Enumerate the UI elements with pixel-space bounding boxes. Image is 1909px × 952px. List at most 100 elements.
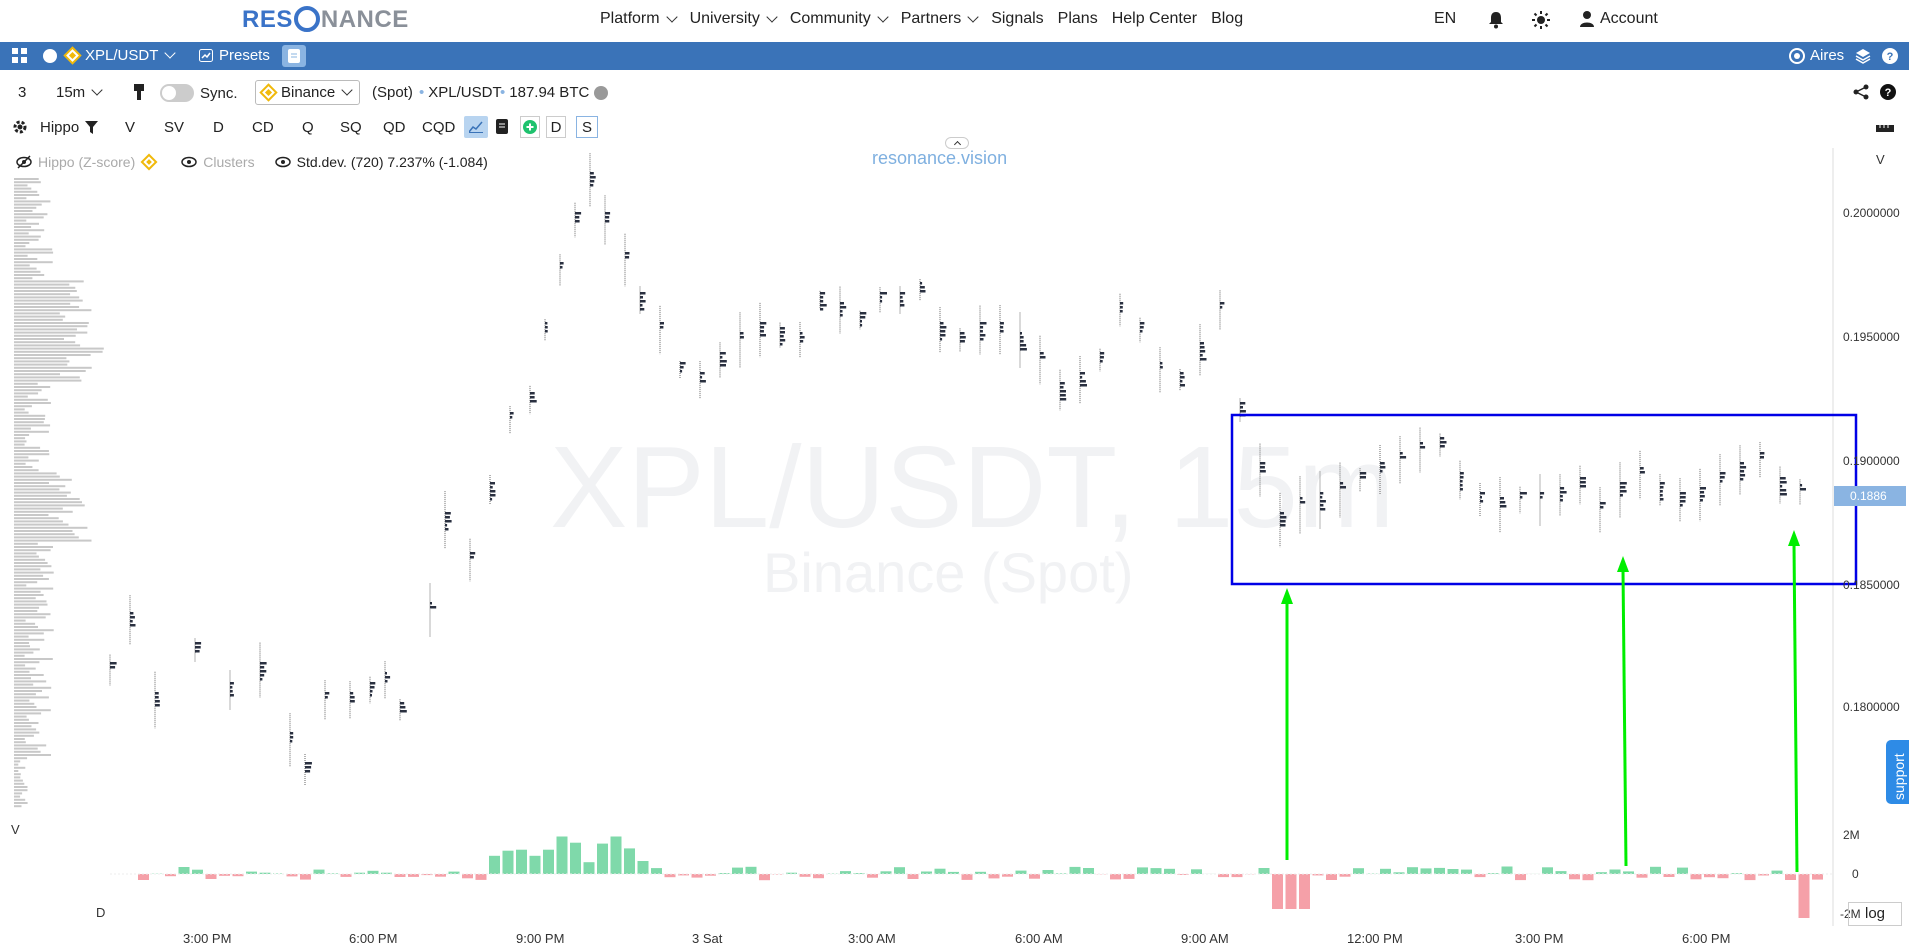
indicator-cqd[interactable]: CQD <box>422 119 456 136</box>
profile-bar <box>14 734 34 737</box>
log-scale-button[interactable]: log <box>1848 902 1902 926</box>
cluster-mark <box>760 322 767 325</box>
nav-plans[interactable]: Plans <box>1057 10 1098 27</box>
profile-bar <box>14 392 39 395</box>
indicator-sv[interactable]: SV <box>164 119 185 136</box>
cluster-mark <box>840 310 843 313</box>
help-icon[interactable]: ? <box>1882 48 1898 64</box>
profile-bar <box>14 664 26 667</box>
cluster-mark <box>1640 471 1645 474</box>
profile-bar <box>14 421 44 424</box>
legend-clusters[interactable]: Clusters <box>181 154 255 170</box>
cluster-mark <box>860 324 863 327</box>
indicator-qd[interactable]: QD <box>383 119 406 136</box>
status-dot-icon <box>42 48 58 64</box>
profile-bar <box>14 248 53 251</box>
presets-button[interactable]: Presets <box>199 47 270 64</box>
s-button[interactable]: S <box>576 116 598 138</box>
delta-bar <box>705 874 716 876</box>
cluster-mark <box>1240 410 1246 413</box>
sync-toggle[interactable]: Sync. <box>160 84 238 102</box>
delta-bar <box>1704 874 1715 878</box>
profile-bar <box>14 219 27 222</box>
nav-platform[interactable]: Platform <box>600 10 678 28</box>
help-icon[interactable]: ? <box>1880 84 1896 100</box>
time-tick: 3:00 PM <box>183 931 232 946</box>
account-menu[interactable]: Account <box>1580 10 1658 28</box>
add-indicator-button[interactable] <box>520 116 540 138</box>
user-profile[interactable]: Aires <box>1789 47 1844 64</box>
indicator-q[interactable]: Q <box>302 119 314 136</box>
profile-bar <box>14 296 80 299</box>
profile-bar <box>14 770 19 772</box>
profile-bar <box>14 773 21 776</box>
profile-bar <box>14 203 42 206</box>
profile-bar <box>14 373 60 376</box>
legend-stddev[interactable]: Std.dev. (720) 7.237% (-1.084) <box>274 154 488 170</box>
timeframe-selector[interactable]: 15m <box>56 84 103 101</box>
cluster-mark <box>1060 390 1066 393</box>
profile-bar <box>14 494 67 497</box>
profile-bar <box>14 322 89 324</box>
indicator-cd[interactable]: CD <box>252 119 274 136</box>
cluster-mark <box>1440 441 1447 444</box>
cluster-mark <box>230 690 233 693</box>
nav-signals[interactable]: Signals <box>991 10 1044 27</box>
nav-help-center[interactable]: Help Center <box>1111 10 1198 27</box>
cluster-mark <box>1460 484 1463 487</box>
ruler-icon[interactable] <box>1876 122 1894 132</box>
profile-selector[interactable]: Hippo <box>40 119 99 136</box>
profile-bar <box>14 683 34 686</box>
nav-university[interactable]: University <box>690 10 778 28</box>
exchange-selector[interactable]: Binance <box>255 80 361 105</box>
profile-bar <box>14 776 21 779</box>
bell-icon[interactable] <box>1488 11 1504 34</box>
profile-bar <box>14 741 26 744</box>
notes-button[interactable] <box>282 45 306 67</box>
layers-icon[interactable] <box>1855 48 1871 64</box>
profile-bar <box>14 507 63 510</box>
layout-count[interactable]: 3 <box>18 84 27 101</box>
share-icon[interactable] <box>1853 84 1869 100</box>
svg-text:?: ? <box>1887 51 1894 63</box>
symbol-selector[interactable]: XPL/USDT <box>66 47 177 64</box>
profile-bar <box>14 514 49 516</box>
cluster-mark <box>780 335 784 338</box>
profile-bar <box>14 478 72 481</box>
indicator-v[interactable]: V <box>125 119 136 136</box>
d-button[interactable]: D <box>546 116 566 138</box>
collapse-toggle[interactable] <box>945 137 969 149</box>
profile-v-label: V <box>11 822 20 837</box>
indicator-d[interactable]: D <box>213 119 224 136</box>
profile-bar <box>14 626 38 628</box>
delta-bar <box>732 867 743 874</box>
profile-bar <box>14 235 41 238</box>
cluster-mark <box>1140 326 1144 329</box>
drawing-tool-icon[interactable] <box>134 84 144 100</box>
support-tab[interactable]: support <box>1886 740 1909 804</box>
cluster-mark <box>305 770 311 773</box>
cluster-mark <box>1140 330 1143 333</box>
support-arrows <box>1281 530 1800 873</box>
resonance-logo[interactable]: RES NANCE <box>242 6 409 33</box>
delta-bar <box>921 871 932 874</box>
nav-blog[interactable]: Blog <box>1211 10 1244 27</box>
nav-community[interactable]: Community <box>790 10 889 28</box>
language-selector[interactable]: EN <box>1434 10 1457 27</box>
profile-bar <box>14 466 33 468</box>
profile-bar <box>14 498 80 500</box>
legend-hippo[interactable]: Hippo (Z-score) <box>16 154 161 170</box>
nav-partners[interactable]: Partners <box>901 10 979 28</box>
grid-menu-icon[interactable] <box>12 48 28 64</box>
line-chart-icon[interactable] <box>464 116 488 138</box>
profile-bar <box>14 491 71 494</box>
settings-gear-icon[interactable] <box>12 119 28 135</box>
profile-bar <box>14 363 68 366</box>
profile-bar <box>14 376 80 379</box>
cluster-mark <box>400 710 407 713</box>
indicator-sq[interactable]: SQ <box>340 119 362 136</box>
notebook-icon[interactable] <box>496 119 508 134</box>
market-type: (Spot) <box>372 84 413 101</box>
cluster-mark <box>1400 456 1407 459</box>
theme-sun-icon[interactable] <box>1532 11 1550 34</box>
